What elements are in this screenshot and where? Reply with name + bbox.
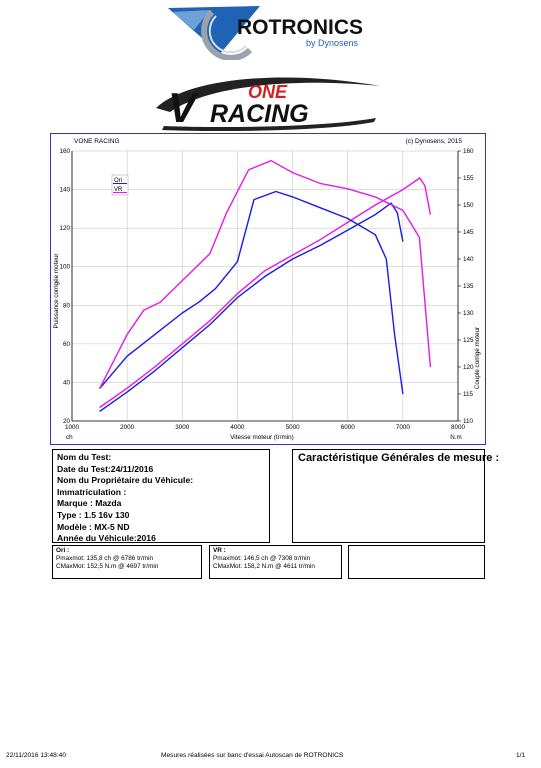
x-tick-label: 8000: [451, 424, 466, 431]
footer-datetime: 22/11/2016 13:48:40: [6, 752, 67, 759]
chart-legend: Ori VR: [111, 174, 129, 196]
series-line-vr-torque: [98, 160, 432, 389]
dyno-chart: VONE RACING (c) Dynosens, 2015 1000 2000 3…: [50, 133, 486, 445]
y-tick-label-left: 80: [63, 302, 71, 309]
y-axis-label-left: Puissance corrigée moteur: [53, 254, 60, 329]
brand-sub: by Dynosens: [306, 38, 359, 48]
y-tick-label-left: 160: [59, 148, 70, 155]
ori-pmax: Pmaxmot: 135,8 ch @ 6786 tr/min: [56, 555, 154, 563]
brand-name: ROTRONICS: [237, 16, 363, 39]
logo-v-letter: V: [168, 84, 199, 131]
y-tick-label-left: 120: [59, 225, 70, 232]
y-tick-label-left: 60: [63, 341, 71, 348]
characteristics-box: Caractéristique Générales de mesure :: [292, 449, 499, 543]
chart-title-right: (c) Dynosens, 2015: [406, 138, 463, 145]
chart-axes: [71, 150, 461, 422]
footer-note: Mesures réalisées sur banc d'essai Autos…: [161, 752, 344, 759]
y-tick-label-left: 20: [63, 418, 71, 425]
x-unit-right: N.m: [450, 434, 462, 441]
model-line: Modèle : MX-5 ND: [57, 521, 130, 532]
owner-line: Nom du Propriétaire du Véhicule:: [57, 475, 194, 486]
x-tick-label: 2000: [120, 424, 135, 431]
chart-series: [98, 160, 432, 412]
vr-cmax: CMaxMot: 158,2 N.m @ 4611 tr/min: [213, 563, 315, 571]
chart-tick-labels: 1000 2000 3000 4000 5000 6000 7000 8000 20 40 60 80…: [59, 148, 474, 431]
y-tick-label-left: 100: [59, 264, 70, 271]
x-tick-label: 5000: [286, 424, 301, 431]
chart-title-left: VONE RACING: [74, 138, 120, 145]
x-tick-label: 4000: [230, 424, 245, 431]
vr-summary-box: VR : Pmaxmot: 146,5 ch @ 7308 tr/min CMa…: [209, 545, 342, 579]
y-tick-label-right: 125: [463, 337, 474, 344]
vr-summary-title: VR :: [213, 547, 226, 554]
x-axis-label: Vitesse moteur (tr/min): [230, 434, 294, 441]
page-footer: 22/11/2016 13:48:40 Mesures réalisées su…: [0, 750, 541, 764]
y-axis-label-right: Couple corrigé moteur: [474, 327, 481, 389]
y-tick-label-left: 140: [59, 187, 70, 194]
y-tick-label-right: 110: [463, 418, 474, 425]
rotronics-logo: ROTRONICS by Dynosens: [168, 6, 363, 60]
y-tick-label-right: 120: [463, 364, 474, 371]
footer-page: 1/1: [516, 752, 526, 759]
y-tick-label-right: 150: [463, 202, 474, 209]
y-tick-label-right: 145: [463, 229, 474, 236]
x-tick-label: 3000: [175, 424, 190, 431]
y-tick-label-right: 135: [463, 283, 474, 290]
x-tick-label: 1000: [65, 424, 80, 431]
y-tick-label-right: 115: [463, 391, 474, 398]
test-info-box: Nom du Test: Date du Test:24/11/2016 Nom…: [52, 449, 270, 543]
legend-label-vr: VR: [114, 187, 123, 193]
x-tick-label: 6000: [341, 424, 356, 431]
ori-summary-title: Ori :: [56, 547, 70, 554]
ori-summary-box: Ori : Pmaxmot: 135,8 ch @ 6786 tr/min CM…: [52, 545, 202, 579]
ori-cmax: CMaxMot: 152,5 N.m @ 4697 tr/min: [56, 563, 159, 571]
x-tick-label: 7000: [396, 424, 411, 431]
series-line-vr-power: [99, 177, 432, 409]
y-tick-label-right: 155: [463, 175, 474, 182]
logo-one-text: ONE: [248, 82, 288, 102]
registration-line: Immatriculation :: [57, 486, 127, 497]
vr-pmax: Pmaxmot: 146,5 ch @ 7308 tr/min: [213, 555, 311, 563]
series-line-ori-power: [99, 202, 404, 412]
year-line: Année du Véhicule:2016: [57, 533, 156, 544]
empty-summary-box: [348, 545, 485, 579]
legend-box: [111, 174, 129, 196]
x-unit-left: ch: [66, 434, 73, 441]
logo-racing-text: RACING: [210, 100, 309, 128]
test-name-line: Nom du Test:: [57, 452, 112, 462]
type-line: Type : 1.5 16v 130: [57, 509, 130, 520]
vone-racing-logo: V ONE RACING: [156, 77, 380, 132]
y-tick-label-right: 140: [463, 256, 474, 263]
y-tick-label-left: 40: [63, 379, 71, 386]
characteristics-title: Caractéristique Générales de mesure :: [298, 452, 500, 464]
series-line-ori-torque: [99, 190, 404, 395]
legend-label-ori: Ori: [114, 178, 122, 184]
make-line: Marque : Mazda: [57, 498, 122, 509]
test-date-line: Date du Test:24/11/2016: [57, 463, 154, 474]
y-tick-label-right: 160: [463, 148, 474, 155]
y-tick-label-right: 130: [463, 310, 474, 317]
